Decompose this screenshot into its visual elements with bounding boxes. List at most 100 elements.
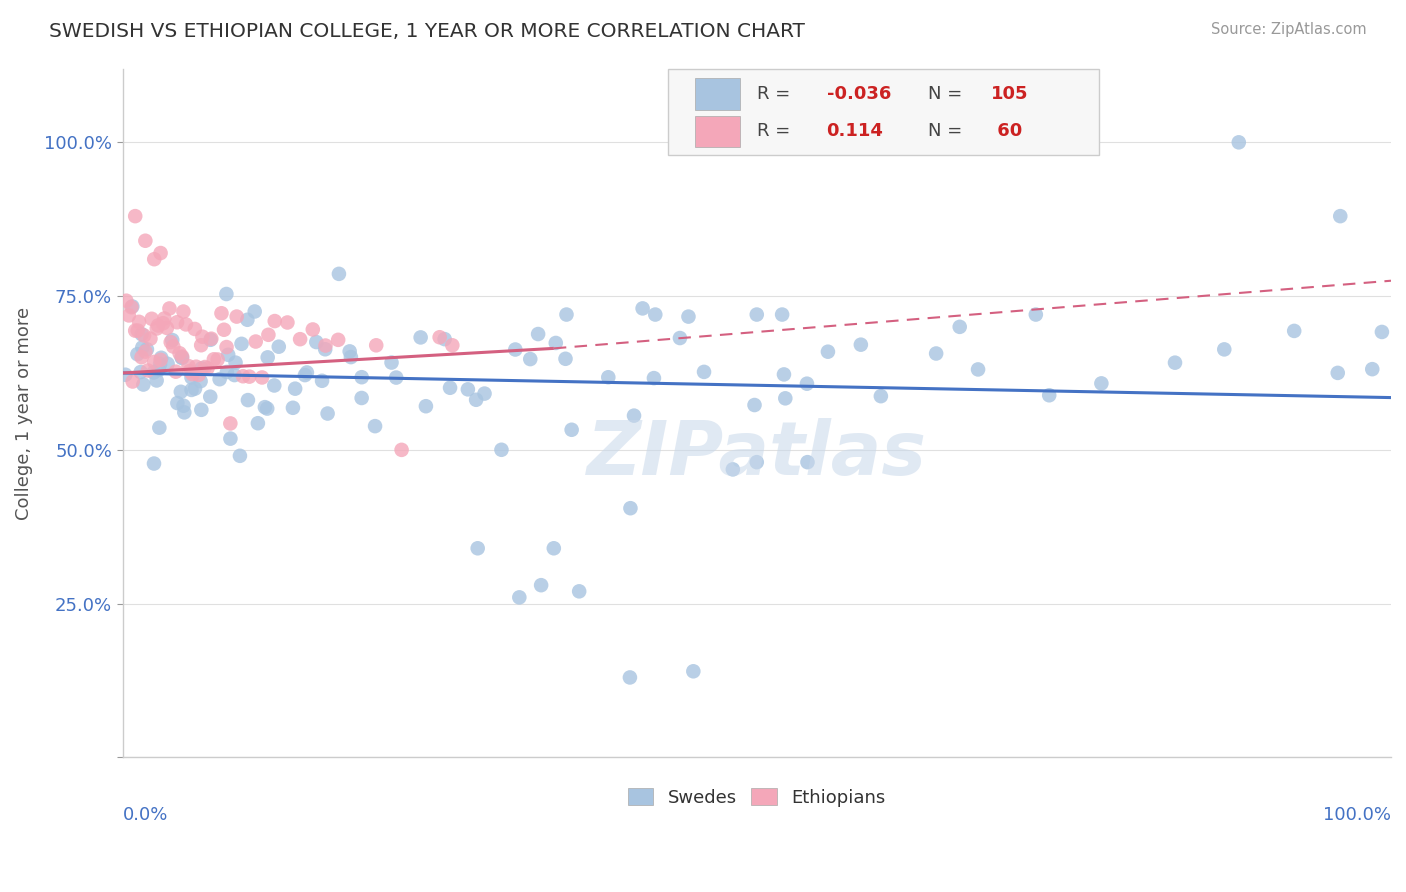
- Point: [143, 457, 166, 471]
- Point: [263, 378, 285, 392]
- Point: [543, 541, 565, 556]
- Point: [165, 365, 187, 379]
- Point: [433, 332, 456, 346]
- Point: [350, 391, 373, 405]
- Point: [256, 351, 278, 365]
- Point: [773, 368, 796, 382]
- Point: [232, 369, 254, 384]
- Point: [219, 432, 242, 446]
- Point: [150, 351, 173, 365]
- Point: [142, 366, 165, 380]
- Point: [143, 252, 166, 267]
- Point: [159, 335, 181, 350]
- Text: ZIPatlas: ZIPatlas: [586, 417, 927, 491]
- Point: [554, 351, 576, 366]
- Point: [316, 407, 339, 421]
- Point: [124, 209, 146, 223]
- FancyBboxPatch shape: [668, 69, 1099, 154]
- Point: [1282, 324, 1305, 338]
- Text: 105: 105: [991, 85, 1029, 103]
- Point: [225, 310, 247, 324]
- Point: [149, 357, 172, 371]
- Point: [1361, 362, 1384, 376]
- Point: [159, 301, 181, 316]
- Text: 0.0%: 0.0%: [122, 805, 167, 823]
- Point: [340, 350, 363, 364]
- Point: [200, 390, 222, 404]
- Point: [669, 331, 692, 345]
- Point: [457, 382, 479, 396]
- Point: [120, 300, 142, 314]
- Point: [1025, 308, 1047, 322]
- Point: [598, 370, 620, 384]
- Point: [207, 352, 229, 367]
- Point: [238, 369, 260, 384]
- Point: [305, 334, 328, 349]
- Point: [623, 409, 645, 423]
- Point: [187, 368, 209, 382]
- Point: [619, 501, 641, 516]
- Point: [519, 352, 541, 367]
- Point: [202, 352, 225, 367]
- Point: [267, 340, 290, 354]
- Point: [219, 417, 242, 431]
- Text: R =: R =: [756, 85, 796, 103]
- Point: [870, 389, 893, 403]
- Point: [129, 365, 152, 379]
- Point: [796, 376, 818, 391]
- Point: [380, 355, 402, 369]
- Point: [561, 423, 583, 437]
- Point: [415, 399, 437, 413]
- Point: [115, 293, 138, 308]
- Point: [114, 368, 136, 382]
- Point: [505, 343, 527, 357]
- Point: [166, 396, 188, 410]
- Point: [491, 442, 513, 457]
- Point: [328, 333, 350, 347]
- Point: [217, 348, 239, 362]
- Point: [225, 356, 247, 370]
- Point: [721, 462, 744, 476]
- Point: [301, 322, 323, 336]
- Point: [294, 368, 316, 383]
- Point: [530, 578, 553, 592]
- Point: [134, 344, 156, 359]
- Point: [146, 318, 169, 333]
- Point: [169, 346, 191, 360]
- Point: [229, 449, 252, 463]
- Text: N =: N =: [928, 85, 967, 103]
- Point: [250, 370, 273, 384]
- Point: [409, 330, 432, 344]
- Text: 100.0%: 100.0%: [1323, 805, 1391, 823]
- Point: [166, 315, 188, 329]
- Point: [153, 311, 176, 326]
- Point: [465, 392, 488, 407]
- Text: 60: 60: [991, 122, 1022, 140]
- Point: [281, 401, 304, 415]
- Point: [693, 365, 716, 379]
- Point: [682, 665, 704, 679]
- Point: [121, 300, 143, 314]
- Point: [170, 351, 193, 365]
- Point: [200, 333, 222, 347]
- Point: [441, 338, 464, 352]
- Point: [224, 368, 246, 382]
- Point: [391, 442, 413, 457]
- Point: [339, 344, 361, 359]
- Point: [328, 267, 350, 281]
- Point: [1227, 136, 1250, 150]
- Point: [132, 377, 155, 392]
- Point: [544, 335, 567, 350]
- Point: [131, 350, 153, 364]
- Point: [134, 234, 156, 248]
- Point: [190, 374, 212, 388]
- FancyBboxPatch shape: [695, 116, 741, 147]
- Point: [143, 355, 166, 369]
- Point: [148, 363, 170, 377]
- Point: [131, 327, 153, 342]
- Point: [135, 343, 157, 357]
- Point: [180, 370, 202, 384]
- Point: [745, 308, 768, 322]
- Point: [257, 327, 280, 342]
- Text: R =: R =: [756, 122, 801, 140]
